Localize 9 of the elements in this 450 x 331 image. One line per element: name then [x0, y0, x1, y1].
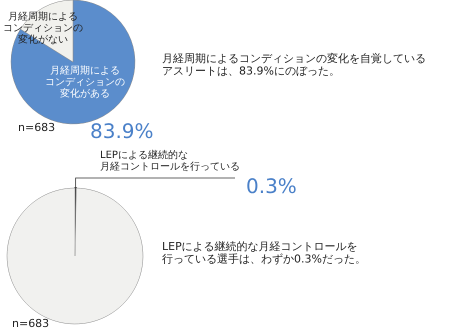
- text: LEPによる継続的な月経コントロールを行っている選手は、わずか0.3%だった。: [162, 240, 366, 266]
- data-label: 0.3%: [246, 174, 297, 198]
- text: 月経周期によるコンディションの変化を自覚しているアスリートは、83.9%にのぼった。: [162, 52, 426, 78]
- slice-label: 月経周期によるコンディションの変化がある: [45, 64, 126, 100]
- data-label: 83.9%: [90, 119, 154, 143]
- text: n=683: [18, 121, 56, 134]
- slice-label: 月経周期によるコンディションの変化がない: [2, 10, 83, 46]
- text: n=683: [12, 317, 50, 330]
- slice-label: LEPによる継続的な月経コントロールを行っている: [100, 149, 240, 172]
